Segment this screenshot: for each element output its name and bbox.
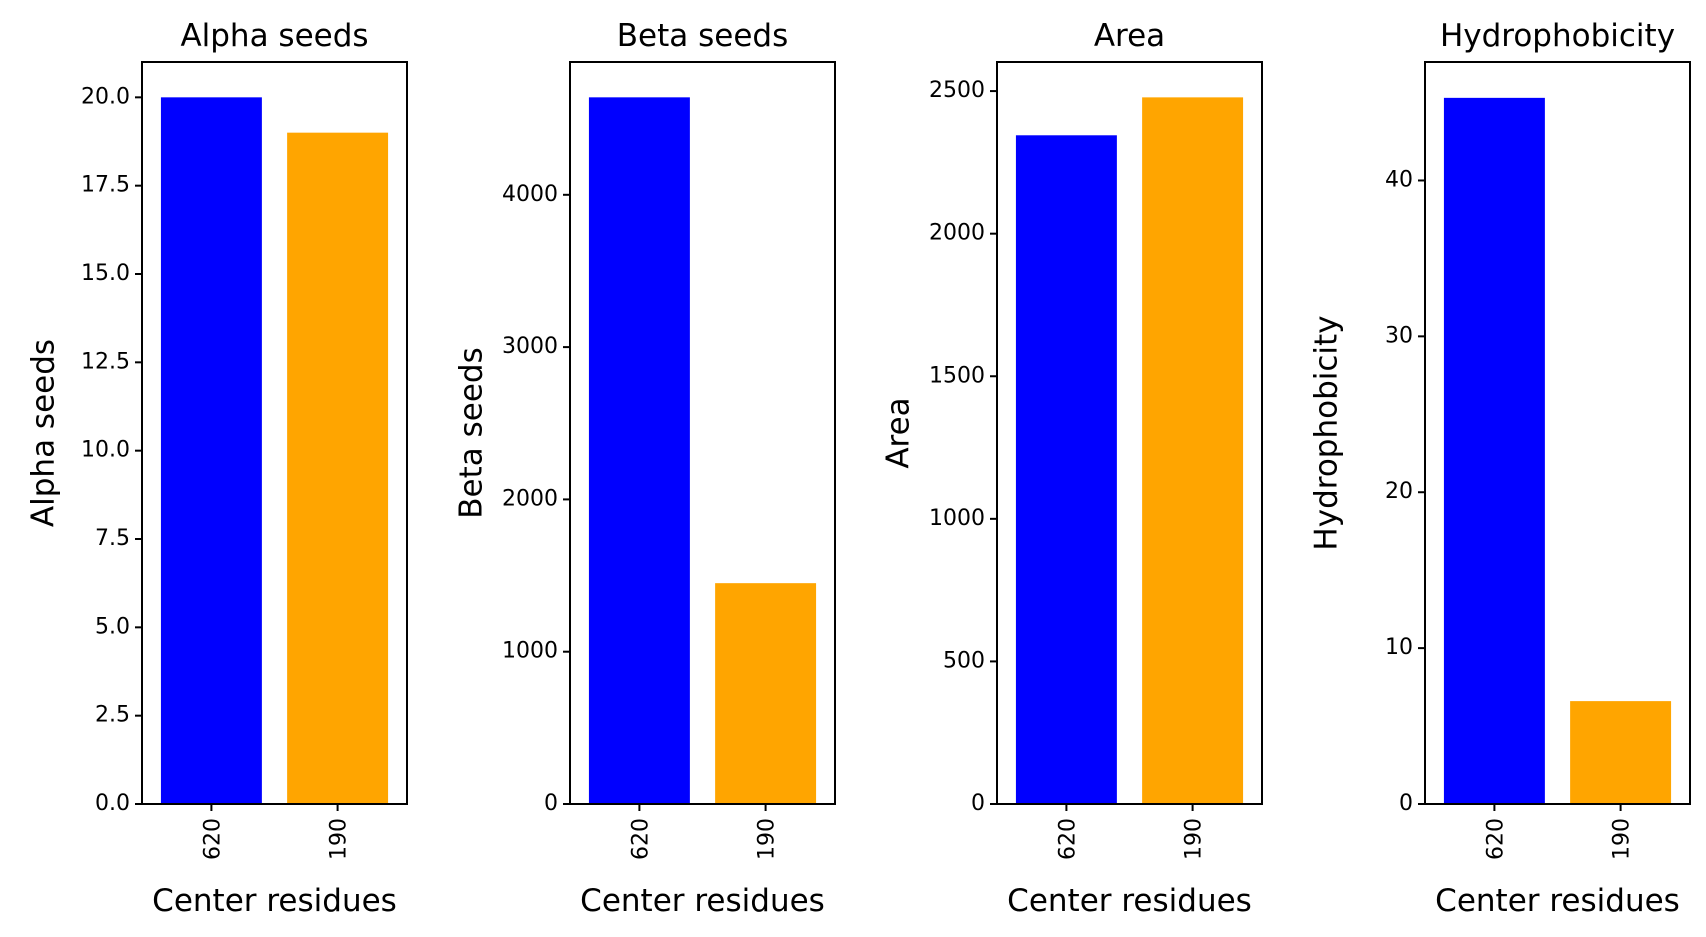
bar-620 xyxy=(588,97,690,805)
y-tick-label: 2500 xyxy=(929,78,985,103)
y-axis-label: Alpha seeds xyxy=(26,339,62,527)
x-axis-label: Center residues xyxy=(580,883,825,919)
y-tick-label: 5.0 xyxy=(95,614,130,639)
x-axis-label: Center residues xyxy=(152,883,397,919)
x-axis-label: Center residues xyxy=(1007,883,1252,919)
y-tick-label: 500 xyxy=(943,648,985,673)
hydrophobicity-panel: Hydrophobicity Hydrophobicity Center res… xyxy=(1309,18,1691,919)
y-tick-label: 2000 xyxy=(502,486,558,511)
y-tick-label: 40 xyxy=(1385,167,1413,192)
panel-title: Area xyxy=(1094,18,1165,54)
axes-frame xyxy=(996,61,1263,805)
y-tick-label: 30 xyxy=(1385,323,1413,348)
y-axis-label: Area xyxy=(881,397,917,468)
y-tick-label: 0 xyxy=(544,791,558,816)
y-tick-label: 10.0 xyxy=(81,438,130,463)
y-tick-label: 12.5 xyxy=(81,349,130,374)
x-tick-label: 190 xyxy=(327,818,352,860)
y-tick-label: 20 xyxy=(1385,479,1413,504)
axes-frame xyxy=(141,61,408,805)
bar-620 xyxy=(1443,97,1545,804)
y-tick-label: 7.5 xyxy=(95,526,130,551)
y-tick-label: 1500 xyxy=(929,363,985,388)
panel-title: Beta seeds xyxy=(617,18,788,54)
x-axis-label: Center residues xyxy=(1435,883,1680,919)
y-tick-label: 17.5 xyxy=(81,173,130,198)
area-panel: Area Area Center residues 620 190 0 500 1000… xyxy=(881,18,1263,919)
bar-190 xyxy=(715,583,817,804)
x-tick-label: 620 xyxy=(1483,818,1508,860)
x-tick-label: 620 xyxy=(200,818,225,860)
y-axis-label: Hydrophobicity xyxy=(1309,315,1345,550)
y-tick-label: 2.5 xyxy=(95,703,130,728)
beta-seeds-panel: Beta seeds Beta seeds Center residues 62… xyxy=(454,18,836,919)
bar-620 xyxy=(160,97,262,805)
bar-190 xyxy=(287,132,389,804)
panel-title: Hydrophobicity xyxy=(1440,18,1675,54)
axes-frame xyxy=(569,61,836,805)
y-tick-label: 3000 xyxy=(502,334,558,359)
x-tick-label: 190 xyxy=(1182,818,1207,860)
y-tick-label: 20.0 xyxy=(81,84,130,109)
y-tick-label: 0 xyxy=(1399,791,1413,816)
alpha-seeds-panel: Alpha seeds Alpha seeds Center residues … xyxy=(26,18,408,919)
y-tick-label: 10 xyxy=(1385,635,1413,660)
y-tick-label: 4000 xyxy=(502,182,558,207)
x-tick-label: 190 xyxy=(1610,818,1635,860)
x-tick-label: 190 xyxy=(755,818,780,860)
y-tick-label: 15.0 xyxy=(81,261,130,286)
panel-title: Alpha seeds xyxy=(180,18,368,54)
y-tick-label: 0 xyxy=(971,791,985,816)
y-tick-label: 1000 xyxy=(502,639,558,664)
bar-620 xyxy=(1015,135,1117,804)
axes-frame xyxy=(1424,61,1691,805)
bar-190 xyxy=(1142,97,1244,805)
y-axis-label: Beta seeds xyxy=(454,347,490,518)
y-tick-label: 0.0 xyxy=(95,791,130,816)
x-tick-label: 620 xyxy=(628,818,653,860)
x-tick-label: 620 xyxy=(1055,818,1080,860)
bar-190 xyxy=(1570,701,1672,804)
y-tick-label: 2000 xyxy=(929,221,985,246)
y-tick-label: 1000 xyxy=(929,506,985,531)
